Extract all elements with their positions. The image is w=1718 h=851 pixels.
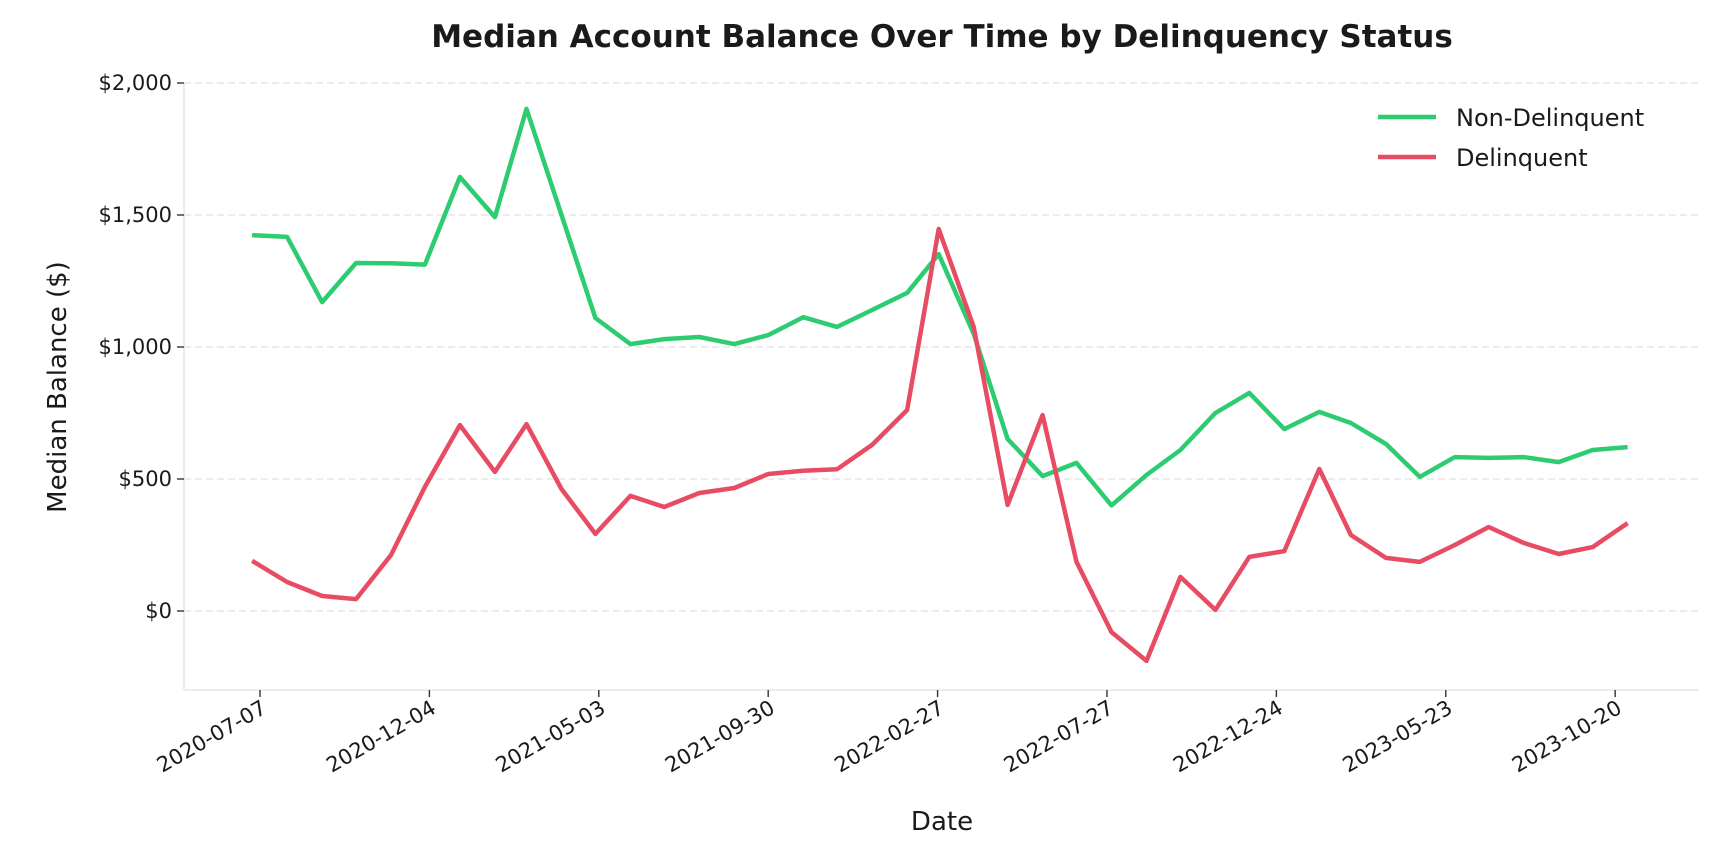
series-line-non-delinquent: [251, 106, 1628, 508]
y-tick-label: $500: [119, 467, 172, 491]
chart-title: Median Account Balance Over Time by Deli…: [431, 19, 1453, 55]
x-tick-label: 2021-05-03: [492, 696, 610, 778]
series-lines: [250, 106, 1629, 664]
x-tick-label: 2021-09-30: [661, 696, 779, 778]
x-tick-label: 2020-07-07: [153, 696, 271, 778]
series-line-delinquent: [250, 226, 1629, 664]
y-tick-label: $2,000: [99, 71, 172, 95]
y-tick-label: $1,000: [99, 335, 172, 359]
legend-label-non-delinquent: Non-Delinquent: [1456, 104, 1644, 132]
y-tick-label: $1,500: [99, 203, 172, 227]
x-tick-label: 2023-05-23: [1339, 696, 1457, 778]
y-axis-ticks: $0 $500 $1,000 $1,500 $2,000: [99, 71, 184, 623]
x-tick-label: 2022-12-24: [1169, 696, 1287, 778]
y-tick-label: $0: [145, 599, 172, 623]
x-axis-ticks: 2020-07-07 2020-12-04 2021-05-03 2021-09-30…: [153, 690, 1626, 777]
x-tick-label: 2022-02-27: [830, 696, 948, 778]
x-axis-label: Date: [911, 807, 973, 837]
legend-item-delinquent: Delinquent: [1378, 144, 1588, 172]
x-tick-label: 2022-07-27: [1000, 696, 1118, 778]
x-tick-label: 2020-12-04: [322, 696, 440, 778]
x-tick-label: 2023-10-20: [1508, 696, 1626, 778]
y-axis-label: Median Balance ($): [43, 261, 73, 513]
legend-item-non-delinquent: Non-Delinquent: [1378, 104, 1644, 132]
legend: Non-Delinquent Delinquent: [1378, 104, 1644, 172]
legend-label-delinquent: Delinquent: [1456, 144, 1588, 172]
